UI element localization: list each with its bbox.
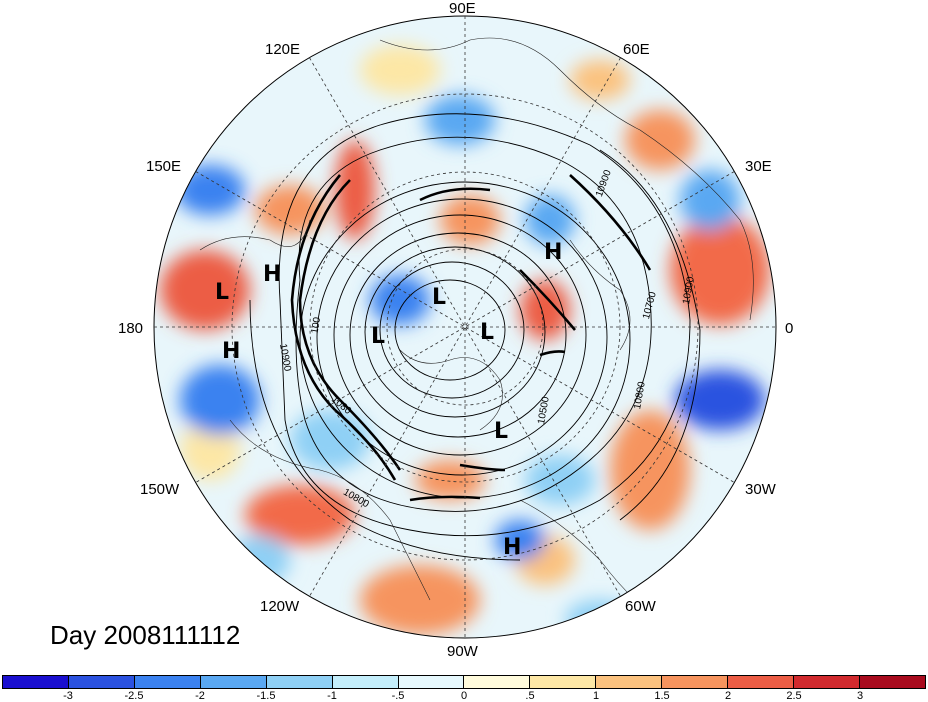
colorbar-tick-label: 3 <box>856 690 864 702</box>
anomaly-shading <box>160 45 770 638</box>
high-pressure-marker: H <box>503 535 522 560</box>
colorbar-swatch <box>332 676 399 688</box>
colorbar-tick-label: -2.5 <box>124 690 144 702</box>
colorbar <box>2 675 926 689</box>
low-pressure-marker: L <box>215 280 230 305</box>
colorbar-tick-label: -1 <box>327 690 337 702</box>
high-pressure-marker: H <box>222 339 241 364</box>
colorbar-swatch <box>662 676 729 688</box>
colorbar-swatch <box>134 676 201 688</box>
lon-label-120w: 120W <box>260 598 300 615</box>
colorbar-swatch <box>794 676 860 688</box>
colorbar-tick-label: -2 <box>195 690 205 702</box>
colorbar-swatch <box>266 676 333 688</box>
high-pressure-marker: H <box>263 262 282 287</box>
colorbar-tick-label: 1 <box>592 690 600 702</box>
low-pressure-marker: L <box>480 320 495 345</box>
colorbar-swatch <box>859 676 925 688</box>
map-title: Day 2008111112 <box>50 620 241 650</box>
colorbar-tick-label: 1.5 <box>654 690 670 702</box>
lon-label-90e: 90E <box>449 0 476 17</box>
lon-label-30w: 30W <box>745 481 776 498</box>
low-pressure-marker: L <box>371 324 386 349</box>
high-pressure-marker: H <box>544 240 563 265</box>
colorbar-tick-label: -.5 <box>391 690 405 702</box>
lon-label-150w: 150W <box>140 481 180 498</box>
height-contours <box>249 113 701 561</box>
lon-label-30e: 30E <box>745 158 772 175</box>
lon-label-90w: 90W <box>447 643 478 660</box>
colorbar-swatch <box>464 676 531 688</box>
lon-label-120e: 120E <box>265 41 301 58</box>
jet-contours <box>290 174 652 502</box>
colorbar-tick-label: -1.5 <box>256 690 276 702</box>
colorbar-tick-label: .5 <box>525 690 535 702</box>
colorbar-swatch <box>596 676 663 688</box>
colorbar-tick-label: 0 <box>460 690 468 702</box>
colorbar-swatch <box>200 676 267 688</box>
colorbar-ticks: -3 -2.5 -2 -1.5 -1 -.5 0 .5 1 1.5 2 2.5 3 <box>2 690 926 702</box>
colorbar-swatch <box>530 676 597 688</box>
lon-label-180: 180 <box>118 320 144 337</box>
low-pressure-marker: L <box>494 419 509 444</box>
colorbar-swatch <box>68 676 135 688</box>
colorbar-tick-label: 2.5 <box>786 690 802 702</box>
lon-label-60w: 60W <box>625 598 656 615</box>
graticule <box>153 15 777 639</box>
colorbar-swatch <box>398 676 465 688</box>
colorbar-tick-label: -3 <box>63 690 73 702</box>
colorbar-tick-label: 2 <box>724 690 732 702</box>
colorbar-swatch <box>3 676 69 688</box>
low-pressure-marker: L <box>432 285 447 310</box>
colorbar-swatch <box>728 676 795 688</box>
lon-label-60e: 60E <box>623 41 650 58</box>
lon-label-0: 0 <box>785 320 794 337</box>
lon-label-150e: 150E <box>146 158 182 175</box>
